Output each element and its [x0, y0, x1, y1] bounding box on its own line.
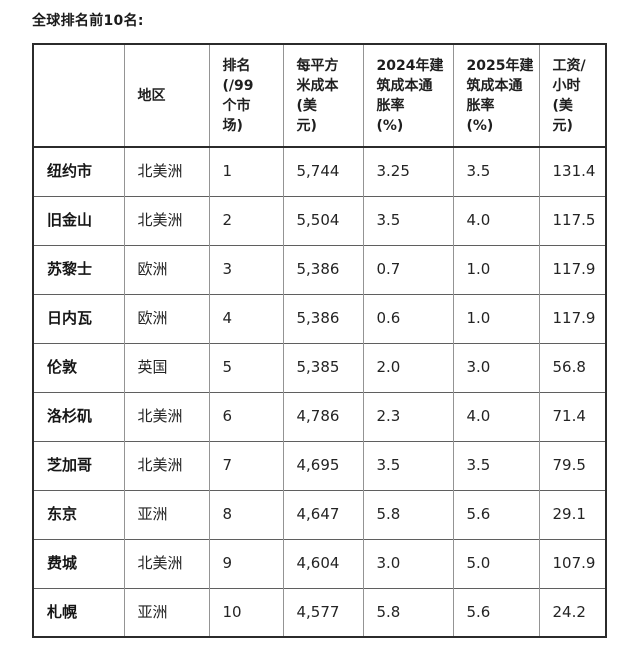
cell-city: 纽约市 — [32, 146, 124, 196]
cell-cost: 4,604 — [282, 538, 363, 588]
cell-inflation-2025: 1.0 — [452, 244, 539, 294]
cell-rank: 9 — [208, 538, 283, 588]
cell-rank: 8 — [208, 489, 283, 539]
cell-cost: 5,504 — [282, 195, 363, 245]
cell-inflation-2024: 3.5 — [362, 195, 453, 245]
cell-inflation-2024: 3.25 — [362, 146, 453, 196]
cell-rank: 1 — [208, 146, 283, 196]
header-rank: 排名 (/99 个市 场) — [208, 44, 283, 148]
cell-wage: 24.2 — [538, 587, 606, 637]
cell-inflation-2025: 5.0 — [452, 538, 539, 588]
cell-wage: 117.9 — [538, 293, 606, 343]
table-row: 洛杉矶 北美洲 6 4,786 2.3 4.0 71.4 — [32, 391, 606, 441]
cell-region: 英国 — [123, 342, 209, 392]
cell-city: 东京 — [32, 489, 124, 539]
cell-city: 伦敦 — [32, 342, 124, 392]
cell-city: 洛杉矶 — [32, 391, 124, 441]
cell-wage: 56.8 — [538, 342, 606, 392]
cell-inflation-2025: 4.0 — [452, 391, 539, 441]
cell-cost: 4,786 — [282, 391, 363, 441]
cell-city: 旧金山 — [32, 195, 124, 245]
cell-wage: 131.4 — [538, 146, 606, 196]
cell-inflation-2024: 5.8 — [362, 587, 453, 637]
cell-region: 北美洲 — [123, 391, 209, 441]
cell-region: 欧洲 — [123, 293, 209, 343]
table-row: 伦敦 英国 5 5,385 2.0 3.0 56.8 — [32, 342, 606, 392]
cell-inflation-2025: 5.6 — [452, 489, 539, 539]
table-row: 芝加哥 北美洲 7 4,695 3.5 3.5 79.5 — [32, 440, 606, 490]
cell-cost: 5,385 — [282, 342, 363, 392]
cell-rank: 7 — [208, 440, 283, 490]
cell-inflation-2024: 0.7 — [362, 244, 453, 294]
cell-cost: 5,386 — [282, 293, 363, 343]
cell-rank: 10 — [208, 587, 283, 637]
cell-inflation-2025: 3.5 — [452, 440, 539, 490]
cell-region: 北美洲 — [123, 538, 209, 588]
cell-region: 亚洲 — [123, 489, 209, 539]
table-row: 费城 北美洲 9 4,604 3.0 5.0 107.9 — [32, 538, 606, 588]
cell-region: 北美洲 — [123, 146, 209, 196]
header-hourly-wage: 工资/ 小时 (美 元) — [538, 44, 606, 148]
cell-region: 北美洲 — [123, 440, 209, 490]
header-row: 地区 排名 (/99 个市 场) 每平方 米成本 (美 元) 2024年建 筑成… — [32, 44, 606, 148]
page-title: 全球排名前10名: — [32, 13, 144, 29]
table-row: 苏黎士 欧洲 3 5,386 0.7 1.0 117.9 — [32, 244, 606, 294]
cell-city: 札幌 — [32, 587, 124, 637]
cell-inflation-2025: 5.6 — [452, 587, 539, 637]
cell-wage: 117.5 — [538, 195, 606, 245]
table-row: 旧金山 北美洲 2 5,504 3.5 4.0 117.5 — [32, 195, 606, 245]
cell-inflation-2024: 2.0 — [362, 342, 453, 392]
cell-wage: 71.4 — [538, 391, 606, 441]
table-row: 日内瓦 欧洲 4 5,386 0.6 1.0 117.9 — [32, 293, 606, 343]
header-cost-per-sqm: 每平方 米成本 (美 元) — [282, 44, 363, 148]
cell-cost: 5,744 — [282, 146, 363, 196]
cell-inflation-2024: 3.5 — [362, 440, 453, 490]
cell-inflation-2025: 1.0 — [452, 293, 539, 343]
header-inflation-2025: 2025年建 筑成本通 胀率 (%) — [452, 44, 539, 148]
header-region: 地区 — [123, 44, 209, 148]
global-top10-table: 地区 排名 (/99 个市 场) 每平方 米成本 (美 元) 2024年建 筑成… — [32, 43, 607, 638]
cell-rank: 3 — [208, 244, 283, 294]
cell-cost: 4,695 — [282, 440, 363, 490]
cell-inflation-2025: 3.5 — [452, 146, 539, 196]
table-row: 纽约市 北美洲 1 5,744 3.25 3.5 131.4 — [32, 146, 606, 196]
cell-inflation-2025: 3.0 — [452, 342, 539, 392]
cell-cost: 5,386 — [282, 244, 363, 294]
cell-inflation-2025: 4.0 — [452, 195, 539, 245]
cell-rank: 5 — [208, 342, 283, 392]
cell-city: 苏黎士 — [32, 244, 124, 294]
cell-city: 芝加哥 — [32, 440, 124, 490]
cell-inflation-2024: 2.3 — [362, 391, 453, 441]
table-row: 东京 亚洲 8 4,647 5.8 5.6 29.1 — [32, 489, 606, 539]
header-city — [32, 44, 124, 148]
cell-wage: 79.5 — [538, 440, 606, 490]
cell-wage: 107.9 — [538, 538, 606, 588]
table-row: 札幌 亚洲 10 4,577 5.8 5.6 24.2 — [32, 587, 606, 637]
cell-wage: 117.9 — [538, 244, 606, 294]
cell-rank: 4 — [208, 293, 283, 343]
cell-cost: 4,577 — [282, 587, 363, 637]
cell-inflation-2024: 5.8 — [362, 489, 453, 539]
cell-city: 日内瓦 — [32, 293, 124, 343]
cell-cost: 4,647 — [282, 489, 363, 539]
cell-rank: 2 — [208, 195, 283, 245]
cell-rank: 6 — [208, 391, 283, 441]
cell-region: 北美洲 — [123, 195, 209, 245]
cell-inflation-2024: 3.0 — [362, 538, 453, 588]
header-inflation-2024: 2024年建 筑成本通 胀率 (%) — [362, 44, 453, 148]
cell-region: 亚洲 — [123, 587, 209, 637]
cell-wage: 29.1 — [538, 489, 606, 539]
cell-region: 欧洲 — [123, 244, 209, 294]
cell-inflation-2024: 0.6 — [362, 293, 453, 343]
cell-city: 费城 — [32, 538, 124, 588]
